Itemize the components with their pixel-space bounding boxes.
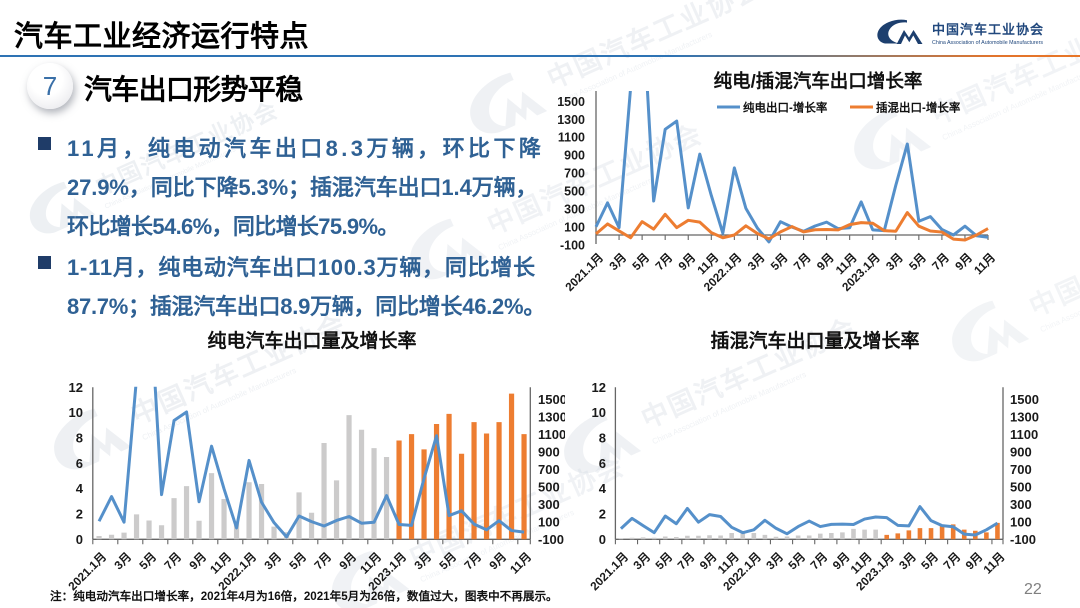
svg-text:100: 100 bbox=[564, 220, 585, 234]
svg-text:5月: 5月 bbox=[436, 550, 459, 573]
svg-text:100: 100 bbox=[1010, 514, 1032, 529]
svg-text:7月: 7月 bbox=[940, 550, 963, 573]
svg-text:7月: 7月 bbox=[652, 250, 675, 273]
svg-text:300: 300 bbox=[1010, 497, 1032, 512]
svg-text:7月: 7月 bbox=[929, 250, 952, 273]
svg-text:3月: 3月 bbox=[111, 550, 134, 573]
svg-text:5月: 5月 bbox=[652, 550, 675, 573]
svg-text:5月: 5月 bbox=[629, 250, 652, 273]
svg-text:10: 10 bbox=[69, 405, 83, 420]
svg-text:700: 700 bbox=[538, 462, 560, 477]
svg-text:4: 4 bbox=[599, 481, 607, 496]
svg-text:5月: 5月 bbox=[768, 250, 791, 273]
svg-text:500: 500 bbox=[564, 185, 585, 199]
svg-text:7月: 7月 bbox=[311, 550, 334, 573]
svg-text:7月: 7月 bbox=[161, 550, 184, 573]
svg-text:3月: 3月 bbox=[883, 250, 906, 273]
svg-text:插混出口-增长率: 插混出口-增长率 bbox=[876, 101, 961, 115]
svg-text:7月: 7月 bbox=[791, 250, 814, 273]
svg-text:8: 8 bbox=[76, 430, 83, 445]
svg-text:3月: 3月 bbox=[630, 550, 653, 573]
svg-text:-100: -100 bbox=[560, 238, 585, 252]
svg-text:10: 10 bbox=[592, 405, 606, 420]
svg-text:9月: 9月 bbox=[814, 250, 837, 273]
svg-text:1300: 1300 bbox=[1010, 409, 1039, 424]
svg-text:6: 6 bbox=[599, 456, 606, 471]
svg-text:12: 12 bbox=[592, 380, 606, 395]
svg-text:300: 300 bbox=[564, 202, 585, 216]
svg-text:1300: 1300 bbox=[557, 113, 585, 127]
svg-text:1100: 1100 bbox=[558, 131, 585, 145]
svg-text:11月: 11月 bbox=[507, 550, 534, 577]
svg-text:11月: 11月 bbox=[971, 250, 998, 277]
svg-text:2: 2 bbox=[76, 506, 83, 521]
svg-text:1300: 1300 bbox=[538, 409, 565, 424]
svg-text:5月: 5月 bbox=[136, 550, 159, 573]
svg-text:9月: 9月 bbox=[952, 250, 975, 273]
svg-text:9月: 9月 bbox=[336, 550, 359, 573]
svg-text:3月: 3月 bbox=[745, 250, 768, 273]
svg-text:3月: 3月 bbox=[261, 550, 284, 573]
svg-text:5月: 5月 bbox=[906, 250, 929, 273]
svg-text:5月: 5月 bbox=[785, 550, 808, 573]
svg-text:1500: 1500 bbox=[557, 95, 585, 109]
svg-text:1500: 1500 bbox=[1010, 392, 1039, 407]
svg-text:纯电/插混汽车出口增长率: 纯电/插混汽车出口增长率 bbox=[714, 71, 923, 92]
svg-text:-100: -100 bbox=[538, 532, 564, 547]
svg-text:0: 0 bbox=[599, 532, 606, 547]
svg-text:5月: 5月 bbox=[918, 550, 941, 573]
svg-text:4: 4 bbox=[76, 481, 84, 496]
svg-text:3月: 3月 bbox=[606, 250, 629, 273]
svg-text:900: 900 bbox=[538, 444, 560, 459]
svg-text:100: 100 bbox=[538, 514, 560, 529]
svg-text:5月: 5月 bbox=[286, 550, 309, 573]
svg-text:2021.1月: 2021.1月 bbox=[587, 550, 631, 594]
svg-text:11月: 11月 bbox=[981, 550, 1008, 577]
svg-text:700: 700 bbox=[564, 167, 585, 181]
svg-text:700: 700 bbox=[1010, 462, 1032, 477]
svg-text:500: 500 bbox=[538, 479, 560, 494]
svg-text:9月: 9月 bbox=[675, 250, 698, 273]
svg-text:插混汽车出口量及增长率: 插混汽车出口量及增长率 bbox=[710, 329, 919, 352]
svg-text:2021.1月: 2021.1月 bbox=[562, 250, 606, 294]
svg-text:-100: -100 bbox=[1010, 532, 1036, 547]
svg-text:1500: 1500 bbox=[538, 392, 565, 407]
svg-text:3月: 3月 bbox=[896, 550, 919, 573]
svg-text:3月: 3月 bbox=[411, 550, 434, 573]
svg-text:1100: 1100 bbox=[1010, 427, 1038, 442]
svg-text:900: 900 bbox=[1010, 444, 1032, 459]
svg-text:7月: 7月 bbox=[461, 550, 484, 573]
svg-text:3月: 3月 bbox=[763, 550, 786, 573]
svg-text:9月: 9月 bbox=[186, 550, 209, 573]
svg-text:0: 0 bbox=[76, 532, 83, 547]
svg-text:7月: 7月 bbox=[675, 550, 698, 573]
svg-text:2: 2 bbox=[599, 506, 606, 521]
svg-text:纯电出口-增长率: 纯电出口-增长率 bbox=[743, 101, 828, 115]
svg-text:2021.1月: 2021.1月 bbox=[65, 550, 109, 594]
svg-text:纯电汽车出口量及增长率: 纯电汽车出口量及增长率 bbox=[207, 329, 416, 352]
svg-text:1100: 1100 bbox=[538, 427, 565, 442]
svg-text:500: 500 bbox=[1010, 479, 1032, 494]
svg-text:300: 300 bbox=[538, 497, 560, 512]
svg-text:9月: 9月 bbox=[486, 550, 509, 573]
svg-text:6: 6 bbox=[76, 456, 83, 471]
svg-text:8: 8 bbox=[599, 430, 606, 445]
svg-text:7月: 7月 bbox=[808, 550, 831, 573]
svg-text:12: 12 bbox=[69, 380, 83, 395]
svg-text:900: 900 bbox=[564, 149, 585, 163]
